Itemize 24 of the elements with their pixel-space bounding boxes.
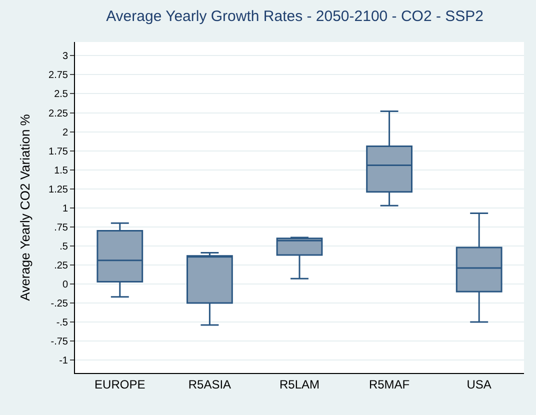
- chart-title: Average Yearly Growth Rates - 2050-2100 - CO2 - SSP2: [106, 8, 484, 25]
- y-tick-label: -1: [59, 356, 68, 367]
- y-tick-label: 2.25: [48, 108, 68, 120]
- x-tick-label: USA: [466, 377, 492, 392]
- y-axis-title: Average Yearly CO2 Variation %: [17, 114, 32, 301]
- x-tick-label: R5MAF: [368, 377, 410, 392]
- y-tick-label: 2.75: [48, 70, 68, 82]
- y-tick-label: 1.25: [48, 184, 68, 196]
- x-tick-label: EUROPE: [94, 377, 146, 392]
- y-tick-label: 1.5: [54, 165, 68, 176]
- x-tick-label: R5ASIA: [188, 377, 232, 392]
- y-tick-label: 2: [62, 127, 68, 138]
- y-tick-label: 2.5: [54, 89, 68, 100]
- y-tick-label: .25: [54, 260, 68, 272]
- y-tick-label: .5: [60, 241, 68, 252]
- y-tick-label: -.25: [50, 298, 68, 310]
- y-tick-label: -.5: [56, 318, 68, 329]
- y-tick-label: 0: [62, 279, 68, 290]
- y-tick-label: 3: [62, 51, 68, 62]
- y-tick-label: .75: [54, 222, 68, 234]
- y-tick-label: 1: [62, 203, 68, 214]
- y-tick-label: 1.75: [48, 146, 68, 158]
- x-tick-label: R5LAM: [279, 377, 320, 392]
- y-tick-label: -.75: [50, 336, 68, 348]
